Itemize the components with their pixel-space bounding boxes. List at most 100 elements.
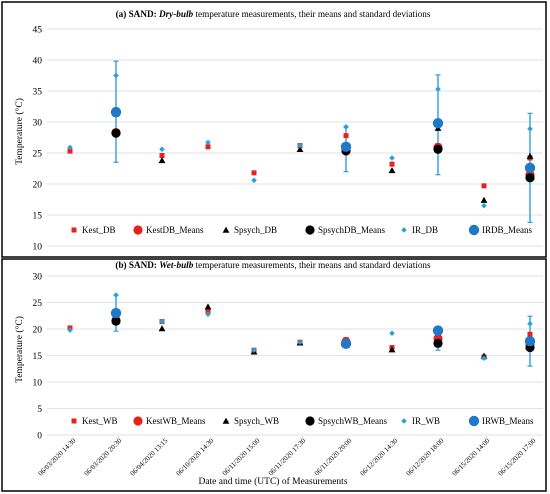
point-ir-db bbox=[481, 202, 487, 209]
legend: Kest_DB KestDB_Means Spsych_DB SpsychDB_Mea… bbox=[71, 224, 532, 236]
point-ir-wb bbox=[159, 318, 165, 325]
legend-marker-ir-wb bbox=[401, 418, 407, 424]
legend: Kest_WB KestWB_Means Spsych_WB SpsychWB_Mea… bbox=[71, 415, 534, 427]
y-tick-label: 40 bbox=[33, 56, 43, 66]
point-irdb-means bbox=[340, 141, 352, 152]
legend-label: SpsychDB_Means bbox=[318, 225, 385, 235]
point-spsychwb-means bbox=[111, 316, 121, 326]
legend-label: IRWB_Means bbox=[482, 416, 534, 426]
legend-item-kestdb-means: KestDB_Means bbox=[133, 225, 204, 235]
legend-marker-ir-db bbox=[401, 227, 407, 233]
y-tick-label: 10 bbox=[33, 242, 43, 252]
legend-marker-spsychdb-means bbox=[305, 225, 315, 235]
point-kest-db bbox=[389, 161, 395, 167]
legend-item-irwb-means: IRWB_Means bbox=[468, 415, 534, 427]
y-tick-label: 15 bbox=[33, 211, 43, 221]
point-irdb-means bbox=[110, 106, 122, 118]
point-spsychdb-means bbox=[525, 173, 535, 183]
legend-item-spsychdb-means: SpsychDB_Means bbox=[305, 225, 385, 235]
y-tick-label: 5 bbox=[37, 405, 42, 415]
legend-label: Kest_WB bbox=[82, 416, 118, 426]
y-tick-label: 0 bbox=[37, 431, 42, 441]
y-tick-label: 25 bbox=[33, 299, 43, 309]
point-spsych-db bbox=[158, 157, 166, 164]
legend-label: Kest_DB bbox=[82, 225, 116, 235]
point-ir-db bbox=[159, 146, 165, 153]
point-spsych-db bbox=[296, 145, 304, 152]
y-tick-label: 35 bbox=[33, 87, 43, 97]
legend-label: IR_DB bbox=[412, 225, 438, 235]
y-tick-label: 20 bbox=[33, 180, 43, 190]
chart-title: (b) SAND: Wet-bulb temperature measureme… bbox=[115, 260, 431, 270]
y-tick-label: 10 bbox=[33, 378, 43, 388]
legend-label: Spsych_DB bbox=[234, 225, 277, 235]
legend-marker-irdb-means bbox=[468, 224, 480, 236]
point-irwb-means bbox=[524, 335, 536, 347]
point-kest-db bbox=[481, 183, 487, 189]
legend-item-kest-db: Kest_DB bbox=[71, 225, 116, 235]
point-spsych-db bbox=[526, 152, 534, 159]
title-part-0: (b) SAND: bbox=[115, 260, 159, 270]
legend-item-spsych-wb: Spsych_WB bbox=[222, 416, 279, 426]
point-spsychdb-means bbox=[433, 144, 443, 154]
legend-marker-kest-wb bbox=[71, 418, 77, 424]
point-ir-db bbox=[67, 144, 73, 151]
point-ir-wb bbox=[481, 355, 487, 361]
point-kest-db bbox=[205, 144, 211, 150]
point-ir-wb bbox=[251, 347, 257, 353]
legend-marker-spsych-db bbox=[222, 226, 230, 233]
series-spsychdb-means bbox=[111, 128, 535, 183]
point-ir-wb bbox=[297, 339, 303, 346]
legend-item-ir-db: IR_DB bbox=[401, 225, 438, 235]
point-kest-db bbox=[67, 148, 73, 154]
point-ir-db bbox=[343, 124, 349, 130]
point-spsych-db bbox=[388, 166, 396, 174]
point-ir-db bbox=[113, 72, 119, 79]
point-ir-db bbox=[435, 86, 441, 92]
title-part-2: temperature measurements, their means an… bbox=[193, 9, 431, 19]
legend-marker-spsych-wb bbox=[222, 417, 230, 424]
legend-marker-kestwb-means bbox=[133, 416, 143, 426]
legend-item-irdb-means: IRDB_Means bbox=[468, 224, 532, 236]
y-tick-label: 30 bbox=[33, 118, 43, 128]
series-irwb-means bbox=[110, 307, 536, 350]
series-ir-db bbox=[67, 72, 533, 209]
legend-item-spsychwb-means: SpsychWB_Means bbox=[305, 416, 387, 426]
legend-label: IR_WB bbox=[412, 416, 440, 426]
point-spsych-wb bbox=[204, 303, 212, 310]
series-irdb-means bbox=[110, 106, 536, 174]
title-part-2: temperature measurements, their means an… bbox=[193, 260, 431, 270]
legend-item-kestwb-means: KestWB_Means bbox=[133, 416, 206, 426]
point-ir-db bbox=[205, 139, 211, 146]
point-ir-wb bbox=[205, 311, 211, 317]
y-tick-label: 45 bbox=[33, 25, 43, 35]
y-tick-label: 30 bbox=[33, 272, 43, 282]
point-ir-wb bbox=[389, 330, 395, 337]
point-ir-db bbox=[389, 155, 395, 161]
legend-item-ir-wb: IR_WB bbox=[401, 416, 440, 426]
x-axis-label: Date and time (UTC) of Measurements bbox=[198, 476, 347, 487]
legend-marker-kestdb-means bbox=[133, 225, 143, 235]
panel-frame bbox=[1, 1, 547, 258]
point-ir-db bbox=[297, 142, 303, 149]
y-tick-label: 25 bbox=[33, 149, 43, 159]
point-irwb-means bbox=[340, 338, 352, 350]
legend-marker-irwb-means bbox=[468, 415, 480, 427]
chart-title: (a) SAND: Dry-bulb temperature measureme… bbox=[116, 9, 431, 19]
panel-wet-bulb: (b) SAND: Wet-bulb temperature measureme… bbox=[1, 258, 547, 492]
point-irdb-means bbox=[524, 162, 536, 174]
y-tick-label: 20 bbox=[33, 325, 43, 335]
legend-item-spsych-db: Spsych_DB bbox=[222, 225, 277, 235]
point-irdb-means bbox=[432, 118, 444, 129]
legend-label: KestDB_Means bbox=[146, 225, 204, 235]
legend-label: IRDB_Means bbox=[482, 225, 532, 235]
point-spsych-wb bbox=[388, 346, 396, 353]
point-ir-wb bbox=[527, 320, 533, 327]
point-kest-db bbox=[159, 152, 165, 158]
title-part-1: Dry-bulb bbox=[158, 9, 194, 19]
legend-label: SpsychWB_Means bbox=[318, 416, 387, 426]
legend-marker-spsychwb-means bbox=[305, 416, 315, 426]
panel-dry-bulb: (a) SAND: Dry-bulb temperature measureme… bbox=[1, 1, 547, 258]
point-irwb-means bbox=[110, 307, 122, 319]
